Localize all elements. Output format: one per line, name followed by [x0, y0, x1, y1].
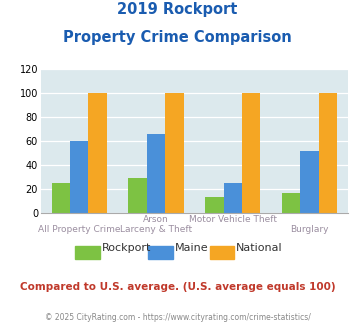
Text: © 2025 CityRating.com - https://www.cityrating.com/crime-statistics/: © 2025 CityRating.com - https://www.city… [45, 313, 310, 322]
Bar [129, 178, 147, 213]
Text: Property Crime Comparison: Property Crime Comparison [63, 30, 292, 45]
Text: National: National [236, 243, 283, 253]
Bar [300, 150, 319, 213]
Bar [319, 93, 337, 213]
Text: Motor Vehicle Theft: Motor Vehicle Theft [189, 215, 277, 224]
Text: Larceny & Theft: Larceny & Theft [120, 225, 192, 234]
Bar [205, 197, 224, 213]
Bar [70, 141, 88, 213]
Bar [282, 192, 300, 213]
Bar [165, 93, 184, 213]
Bar [51, 183, 70, 213]
Bar [242, 93, 260, 213]
Text: Burglary: Burglary [290, 225, 329, 234]
Text: Rockport: Rockport [102, 243, 152, 253]
Bar [88, 93, 107, 213]
Text: 2019 Rockport: 2019 Rockport [117, 2, 238, 16]
Text: Maine: Maine [175, 243, 208, 253]
Bar [224, 183, 242, 213]
Bar [147, 134, 165, 213]
Text: Arson: Arson [143, 215, 169, 224]
Text: Compared to U.S. average. (U.S. average equals 100): Compared to U.S. average. (U.S. average … [20, 282, 335, 292]
Text: All Property Crime: All Property Crime [38, 225, 120, 234]
